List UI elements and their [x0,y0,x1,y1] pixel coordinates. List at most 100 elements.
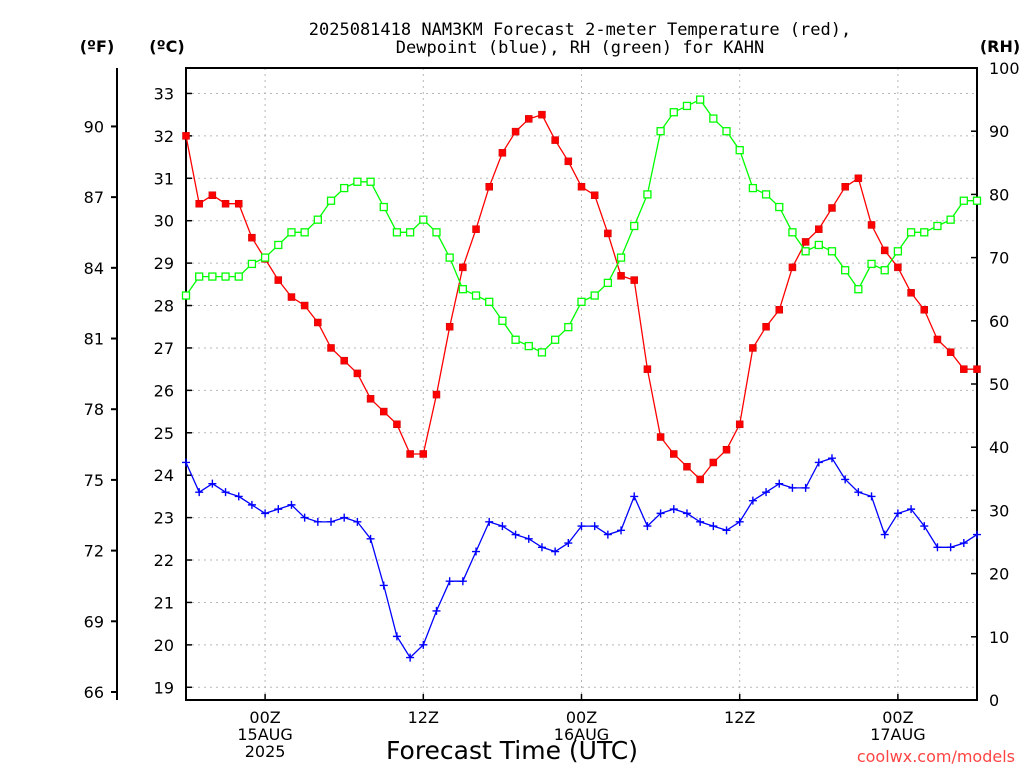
rh-point-4 [234,272,243,281]
rh-point-1 [195,272,204,281]
credit-label[interactable]: coolwx.com/models [857,747,1015,766]
rh-point-33 [616,253,626,262]
temperature-point-58 [946,348,955,356]
temperature-point-33 [617,272,625,280]
temperature-point-37 [670,450,678,458]
celsius-tick-label-9: 28 [154,297,174,316]
rh-point-24 [498,316,507,325]
dewpoint-point-19 [432,606,441,615]
rh-point-22 [471,291,481,300]
dewpoint-point-13 [353,517,362,526]
dewpoint-point-31 [590,522,599,531]
rh-point-14 [366,177,375,186]
celsius-tick-label-2: 21 [154,593,174,612]
rh-point-47 [801,247,810,256]
celsius-tick-label-6: 25 [154,424,174,443]
temperature-point-10 [314,318,322,327]
rh-tick-label-3: 30 [989,501,1009,520]
rh-point-43 [748,183,758,193]
temperature-point-14 [366,395,375,403]
temperature-point-60 [973,365,981,373]
x-axis-label: Forecast Time (UTC) [386,736,638,765]
x-tick-label-0-2: 2025 [245,742,286,761]
rh-point-7 [274,240,283,250]
dewpoint-point-27 [537,543,546,552]
rh-point-20 [445,253,454,262]
dewpoint-point-14 [366,534,375,543]
dewpoint-point-6 [261,509,270,518]
dewpoint-point-29 [564,539,573,548]
x-tick-label-1-0: 12Z [408,708,439,727]
temperature-point-5 [248,233,256,242]
dewpoint-point-34 [630,492,639,501]
fahrenheit-tick-label-8: 90 [84,117,104,136]
rh-tick-label-7: 70 [989,249,1009,268]
rh-point-44 [761,190,771,199]
fahrenheit-tick-label-5: 81 [84,330,104,349]
rh-point-52 [867,259,876,269]
dewpoint-point-36 [656,509,665,518]
dewpoint-point-45 [775,479,784,488]
rh-point-36 [656,127,665,136]
chart-title-line-2: Dewpoint (blue), RH (green) for KAHN [396,38,764,58]
celsius-tick-label-8: 27 [154,339,174,358]
rh-point-34 [630,221,639,231]
rh-point-35 [643,190,652,199]
rh-tick-label-0: 0 [989,691,999,710]
dewpoint-point-22 [472,547,481,556]
temperature-point-34 [630,276,638,284]
dewpoint-point-3 [221,488,230,497]
rh-point-60 [972,196,982,205]
rh-point-39 [696,95,705,104]
temperature-point-21 [459,263,467,272]
temperature-point-30 [577,183,586,191]
rh-point-26 [524,341,533,351]
temperature-point-29 [564,157,573,166]
temperature-point-3 [221,199,230,208]
celsius-tick-label-1: 20 [154,636,174,655]
temperature-point-26 [525,115,533,123]
dewpoint-point-17 [406,653,415,662]
temperature-point-31 [590,191,599,199]
rh-point-27 [537,348,547,357]
temperature-point-52 [867,221,876,229]
rh-point-58 [946,215,955,224]
temperature-point-11 [327,344,335,352]
rh-point-12 [340,183,349,193]
temperature-point-24 [498,149,507,157]
dewpoint-point-4 [234,492,243,501]
dewpoint-point-57 [933,543,942,552]
dewpoint-point-37 [669,505,678,514]
dewpoint-point-39 [696,517,705,526]
temperature-point-48 [815,225,823,233]
grid-lines [186,68,977,700]
dewpoint-point-43 [748,496,757,505]
dewpoint-point-46 [788,483,797,492]
temperature-point-16 [393,420,401,429]
rh-point-8 [287,228,296,237]
celsius-tick-label-0: 19 [154,678,174,697]
dewpoint-point-52 [867,492,876,501]
x-tick-label-2-1: 16AUG [554,725,609,744]
dewpoint-point-28 [551,547,560,556]
temperature-point-41 [722,445,731,454]
rh-point-2 [208,272,217,281]
temperature-point-18 [419,450,428,458]
temperature-point-32 [604,229,612,238]
fahrenheit-tick-label-7: 87 [84,188,104,207]
celsius-tick-label-4: 23 [154,509,174,528]
rh-point-9 [300,228,309,237]
dewpoint-point-15 [379,581,388,590]
rh-point-38 [682,101,692,111]
celsius-tick-label-14: 33 [154,84,174,103]
temperature-point-50 [841,183,849,191]
rh-point-46 [788,228,797,237]
temperature-point-36 [656,433,665,441]
rh-point-16 [392,228,402,237]
temperature-point-51 [854,174,863,183]
rh-point-30 [577,297,586,306]
rh-point-51 [854,285,863,294]
dewpoint-point-56 [920,522,929,531]
fahrenheit-tick-label-0: 66 [84,683,104,702]
x-tick-label-0-1: 15AUG [237,725,292,744]
